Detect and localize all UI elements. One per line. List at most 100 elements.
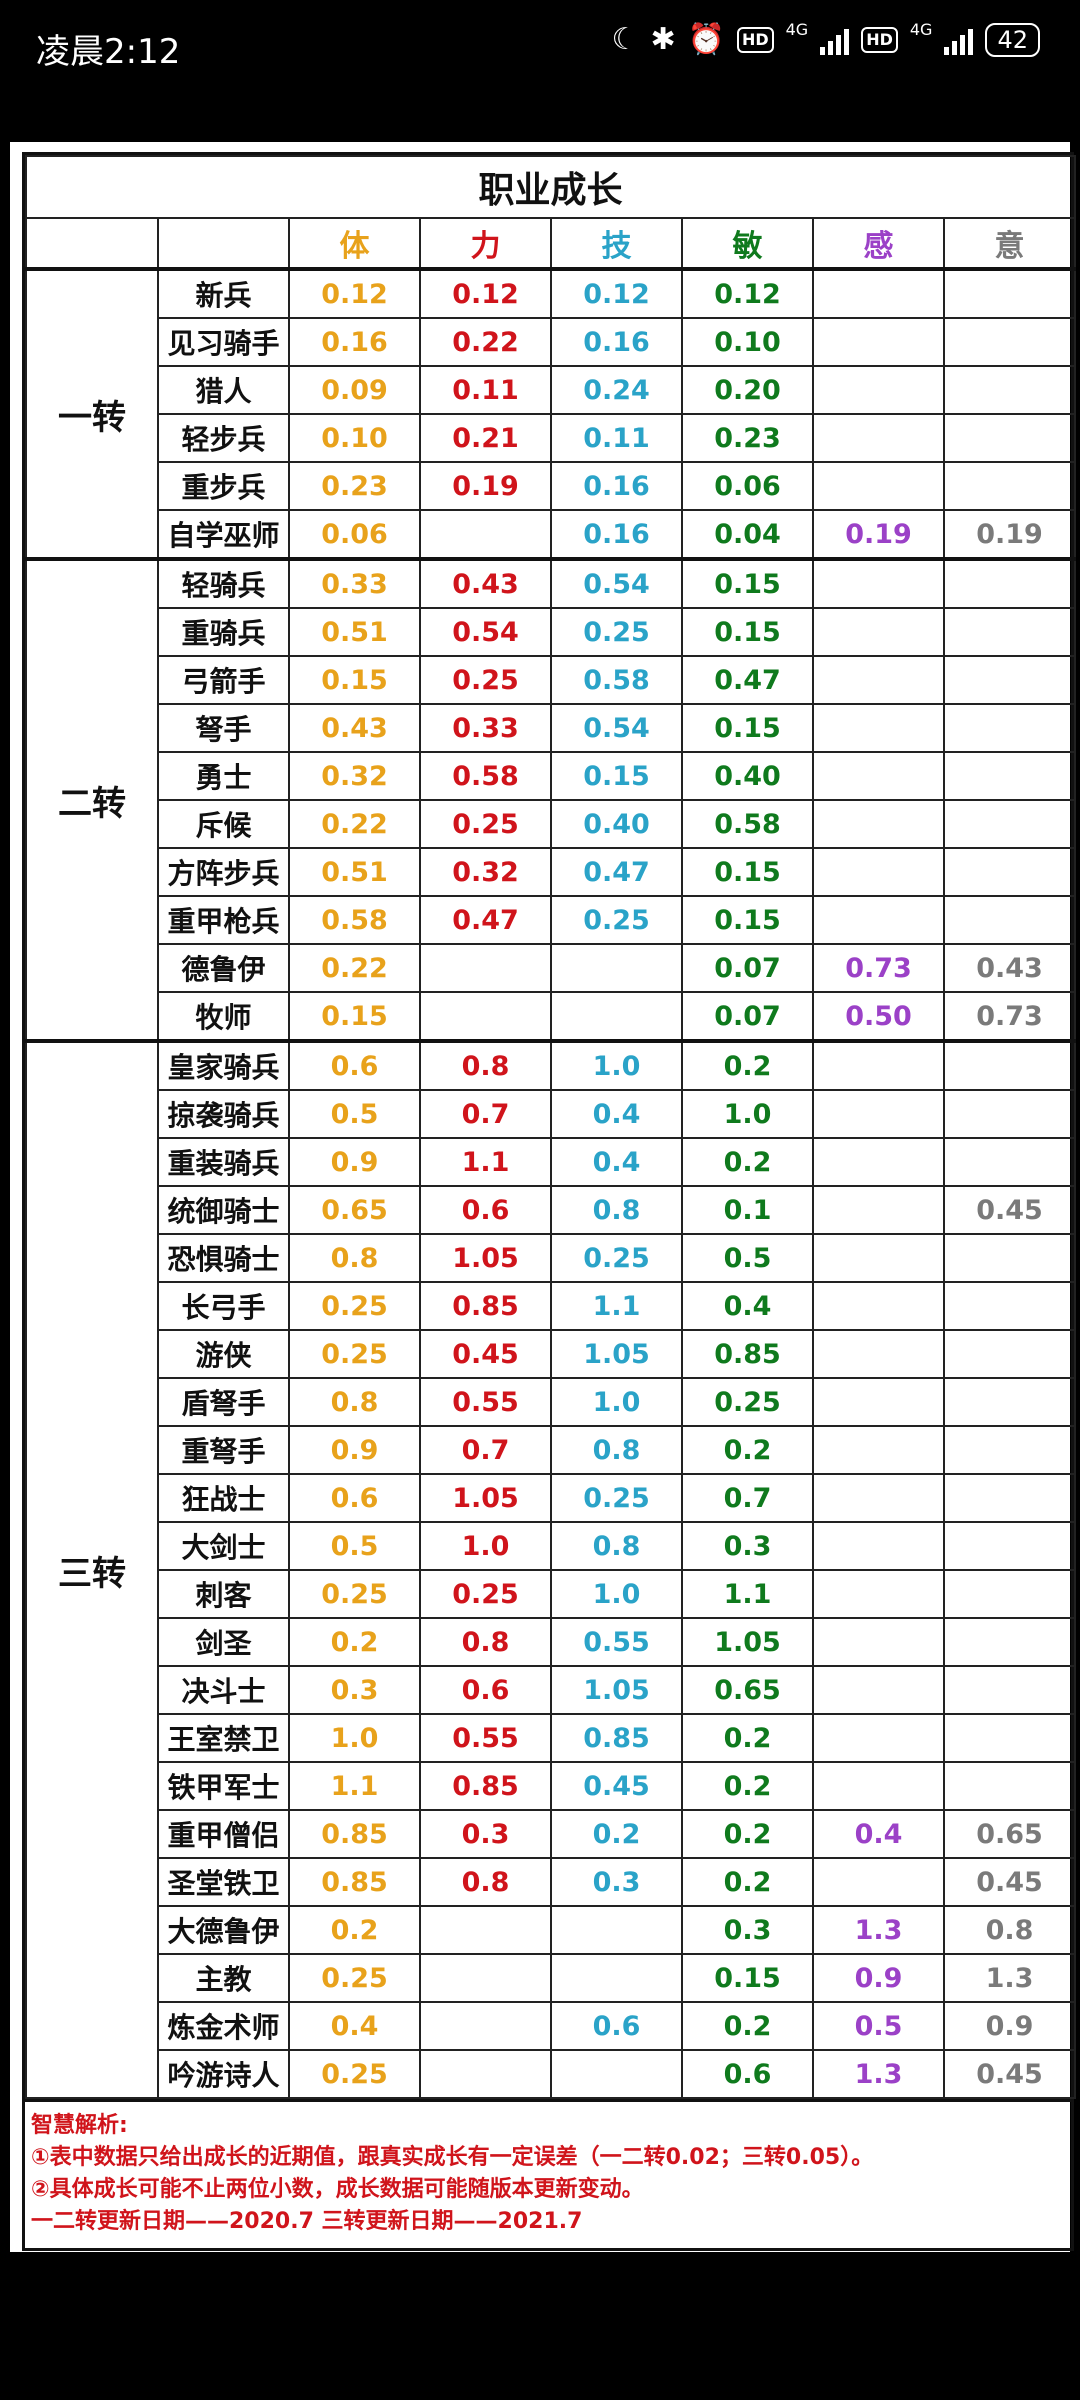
stat-value — [942, 1089, 1077, 1139]
class-name: 重步兵 — [157, 461, 290, 511]
stat-value — [812, 1569, 945, 1619]
stat-value: 0.22 — [419, 317, 552, 367]
stat-value: 0.21 — [419, 413, 552, 463]
stat-value: 0.3 — [550, 1857, 683, 1907]
stat-value: 0.15 — [681, 895, 814, 945]
table-row: 炼金术师 0.4 0.6 0.2 0.5 0.9 — [26, 2001, 1077, 2051]
stat-value — [942, 1617, 1077, 1667]
stat-value: 0.51 — [288, 607, 421, 657]
stat-value: 1.1 — [550, 1281, 683, 1331]
table-row: 自学巫师 0.06 0.16 0.04 0.19 0.19 — [26, 509, 1077, 560]
stat-value — [812, 895, 945, 945]
stat-value: 0.47 — [419, 895, 552, 945]
table-row: 一转 新兵 0.12 0.12 0.12 0.12 — [25, 267, 1077, 560]
table-row: 重甲僧侣 0.85 0.3 0.2 0.2 0.4 0.65 — [26, 1809, 1077, 1859]
stat-value: 0.40 — [681, 751, 814, 801]
stat-value — [942, 751, 1077, 801]
stat-value: 0.50 — [812, 991, 945, 1042]
table-row: 方阵步兵 0.51 0.32 0.47 0.15 — [26, 847, 1077, 897]
stat-value: 0.3 — [681, 1521, 814, 1571]
stat-value: 0.3 — [681, 1905, 814, 1955]
table-row: 掠袭骑兵 0.5 0.7 0.4 1.0 — [26, 1089, 1077, 1139]
status-time: 凌晨2:12 — [36, 32, 181, 72]
header-blank-group — [25, 217, 159, 270]
stat-value: 0.73 — [942, 991, 1077, 1042]
moon-icon: ☾ — [611, 22, 639, 57]
stat-value: 0.6 — [419, 1665, 552, 1715]
status-bar: 凌晨2:12 ☾ ✱ ⏰ HD 4G HD 4G 42 — [0, 0, 1080, 140]
stat-value: 0.5 — [288, 1521, 421, 1571]
stat-value: 0.6 — [419, 1185, 552, 1235]
class-name: 统御骑士 — [157, 1185, 290, 1235]
stat-value: 1.3 — [812, 2049, 945, 2099]
stat-value — [942, 655, 1077, 705]
stat-value — [812, 1473, 945, 1523]
stat-value — [812, 607, 945, 657]
stat-value — [812, 1329, 945, 1379]
stat-value: 0.25 — [419, 1569, 552, 1619]
stat-value: 0.8 — [942, 1905, 1077, 1955]
header-blank-class — [157, 217, 290, 270]
table-row: 重甲枪兵 0.58 0.47 0.25 0.15 — [26, 895, 1077, 945]
stat-value: 0.8 — [288, 1377, 421, 1427]
stat-value: 0.8 — [550, 1185, 683, 1235]
stat-value: 0.19 — [942, 509, 1077, 560]
stat-value — [812, 1665, 945, 1715]
stat-value: 0.7 — [419, 1089, 552, 1139]
stat-value: 0.25 — [550, 607, 683, 657]
stat-value: 0.23 — [288, 461, 421, 511]
stat-value: 0.8 — [550, 1521, 683, 1571]
table-row: 盾弩手 0.8 0.55 1.0 0.25 — [26, 1377, 1077, 1427]
table-row: 吟游诗人 0.25 0.6 1.3 0.45 — [26, 2049, 1077, 2099]
stat-value: 0.8 — [288, 1233, 421, 1283]
stat-value — [942, 1713, 1077, 1763]
table-row: 大德鲁伊 0.2 0.3 1.3 0.8 — [26, 1905, 1077, 1955]
stat-value — [419, 509, 552, 560]
stat-value: 0.10 — [681, 317, 814, 367]
table-row: 重装骑兵 0.9 1.1 0.4 0.2 — [26, 1137, 1077, 1187]
stat-value: 0.32 — [419, 847, 552, 897]
stat-value: 0.45 — [550, 1761, 683, 1811]
stat-value: 1.05 — [550, 1665, 683, 1715]
stat-value — [942, 1233, 1077, 1283]
stat-value: 0.85 — [419, 1281, 552, 1331]
battery-icon: 42 — [985, 22, 1040, 57]
group-label: 一转 — [25, 267, 159, 560]
table-row: 圣堂铁卫 0.85 0.8 0.3 0.2 0.45 — [26, 1857, 1077, 1907]
table-row: 斥候 0.22 0.25 0.40 0.58 — [26, 799, 1077, 849]
stat-value: 0.2 — [550, 1809, 683, 1859]
stat-value — [942, 1665, 1077, 1715]
stat-value — [812, 703, 945, 753]
stat-value: 0.16 — [550, 509, 683, 560]
table-row: 重弩手 0.9 0.7 0.8 0.2 — [26, 1425, 1077, 1475]
stat-value: 0.25 — [419, 655, 552, 705]
stat-value — [812, 1761, 945, 1811]
stat-value — [812, 799, 945, 849]
stat-value: 0.2 — [681, 1425, 814, 1475]
group-label: 三转 — [25, 1039, 159, 2099]
stat-value — [812, 1713, 945, 1763]
stat-value: 0.47 — [681, 655, 814, 705]
class-name: 新兵 — [157, 267, 290, 319]
table-row: 大剑士 0.5 1.0 0.8 0.3 — [26, 1521, 1077, 1571]
stat-value — [419, 1905, 552, 1955]
stat-value: 0.2 — [681, 1809, 814, 1859]
stat-value: 0.15 — [288, 655, 421, 705]
stat-value: 1.3 — [812, 1905, 945, 1955]
class-name: 铁甲军士 — [157, 1761, 290, 1811]
class-name: 斥候 — [157, 799, 290, 849]
stat-value: 0.1 — [681, 1185, 814, 1235]
stat-value: 0.15 — [681, 557, 814, 609]
stat-value: 0.19 — [419, 461, 552, 511]
image-sheet: 职业成长 体 力 技 敏 感 意 一转 新兵 0.12 0.12 0.12 0.12 见习骑… — [10, 142, 1077, 2252]
stat-value — [942, 1521, 1077, 1571]
stat-value: 0.9 — [942, 2001, 1077, 2051]
stat-value — [812, 1377, 945, 1427]
stat-value: 0.58 — [288, 895, 421, 945]
stat-value — [942, 1569, 1077, 1619]
stat-value: 0.2 — [681, 1761, 814, 1811]
stat-value: 0.15 — [681, 607, 814, 657]
stat-value: 0.47 — [550, 847, 683, 897]
stat-value: 0.2 — [288, 1905, 421, 1955]
stat-value — [812, 1137, 945, 1187]
